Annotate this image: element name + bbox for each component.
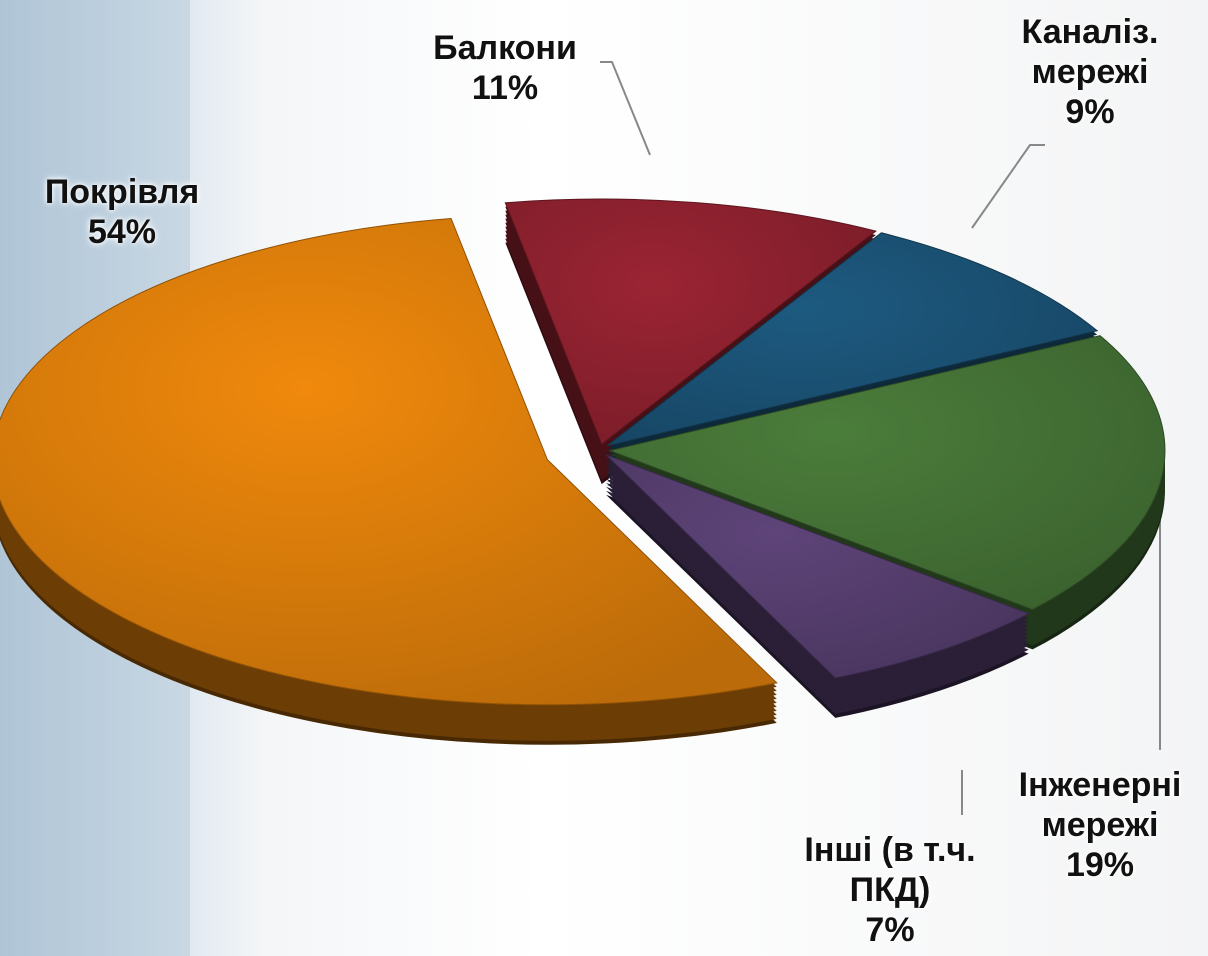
slice-label: Каналіз. мережі 9%: [990, 12, 1190, 132]
slice-label: Балкони 11%: [375, 28, 635, 108]
value-label: 54%: [87, 213, 157, 251]
value-label: 19%: [1065, 846, 1135, 884]
value-label: 7%: [865, 911, 915, 949]
slice: [606, 232, 1099, 447]
value-label: 9%: [1065, 93, 1115, 131]
slice: [605, 454, 1030, 679]
value-label: 11%: [471, 69, 539, 107]
category-label: Каналіз. мережі: [1021, 13, 1159, 91]
category-label: Балкони: [433, 29, 577, 67]
slice-label: Інші (в т.ч. ПКД) 7%: [770, 830, 1010, 950]
category-label: Інші (в т.ч. ПКД): [804, 831, 976, 909]
category-label: Покрівля: [44, 173, 200, 211]
slice: [608, 335, 1166, 610]
slice: [0, 217, 778, 706]
slice-label: Інженерні мережі 19%: [985, 765, 1208, 885]
slice: [504, 198, 877, 445]
slice-label: Покрівля 54%: [0, 172, 252, 252]
category-label: Інженерні мережі: [1018, 766, 1182, 844]
